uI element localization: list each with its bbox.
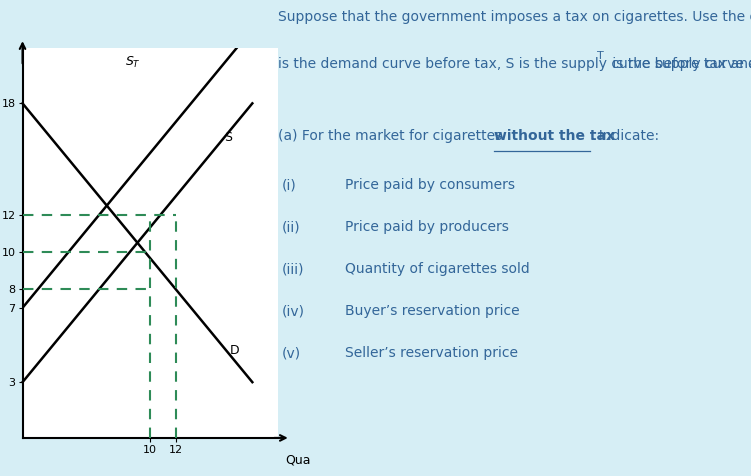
Text: (i): (i) [282, 178, 297, 192]
Text: (iv): (iv) [282, 304, 305, 318]
Text: $S_T$: $S_T$ [125, 55, 140, 70]
X-axis label: Qua: Qua [285, 454, 311, 466]
Text: is the demand curve before tax, S is the supply curve before tax and S: is the demand curve before tax, S is the… [278, 57, 751, 71]
Text: T: T [597, 51, 604, 61]
Text: D: D [229, 344, 239, 357]
Text: S: S [225, 130, 232, 144]
Text: (ii): (ii) [282, 220, 300, 234]
Text: Buyer’s reservation price: Buyer’s reservation price [345, 304, 520, 318]
Text: . Indicate:: . Indicate: [590, 129, 659, 142]
Text: (v): (v) [282, 346, 300, 360]
Text: is the supply curve after the tax.: is the supply curve after the tax. [608, 57, 751, 71]
Text: (iii): (iii) [282, 262, 304, 276]
Text: Seller’s reservation price: Seller’s reservation price [345, 346, 518, 360]
Text: Price paid by consumers: Price paid by consumers [345, 178, 515, 192]
Text: Suppose that the government imposes a tax on cigarettes. Use the diagram below t: Suppose that the government imposes a ta… [278, 10, 751, 23]
Text: (a) For the market for cigarettes: (a) For the market for cigarettes [278, 129, 506, 142]
Text: Price paid by producers: Price paid by producers [345, 220, 509, 234]
Text: Quantity of cigarettes sold: Quantity of cigarettes sold [345, 262, 530, 276]
Text: without the tax: without the tax [494, 129, 615, 142]
